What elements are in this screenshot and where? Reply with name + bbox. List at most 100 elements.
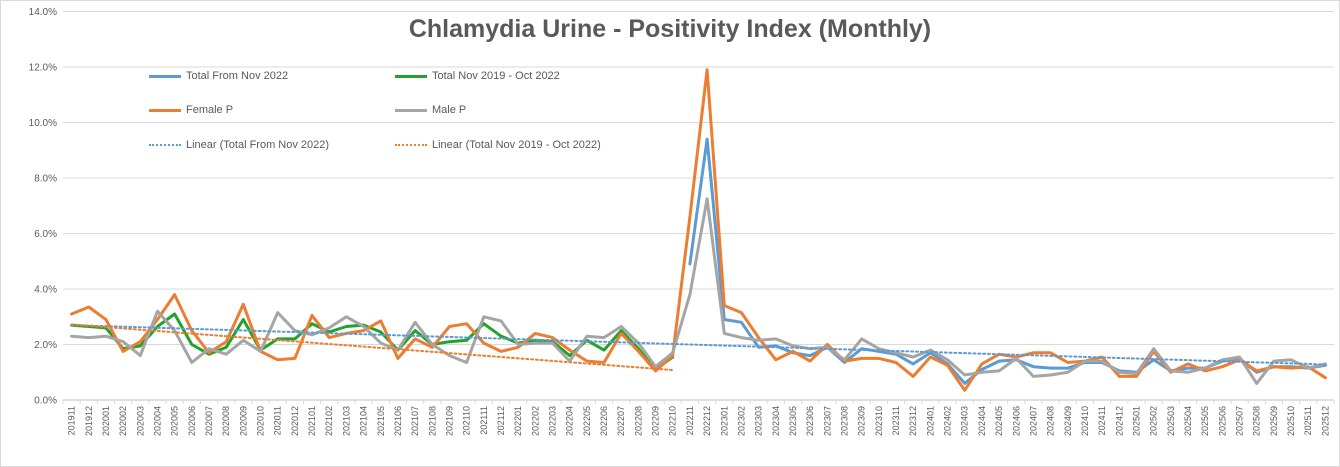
- x-axis-label: 202304: [771, 406, 781, 436]
- x-axis-label: 202506: [1217, 406, 1227, 436]
- x-axis-label: 202301: [719, 406, 729, 436]
- legend-swatch-female-p: [149, 108, 181, 112]
- x-axis-label: 202111: [479, 406, 489, 435]
- chart-title[interactable]: Chlamydia Urine - Positivity Index (Mont…: [408, 15, 932, 43]
- x-axis-label: 202302: [736, 406, 746, 436]
- x-axis-label: 202012: [290, 406, 300, 436]
- x-axis-label: 202310: [874, 406, 884, 436]
- x-axis-label: 202011: [273, 406, 283, 435]
- trendline-linear-total-from-nov-2022-: [70, 324, 1327, 366]
- x-axis-label: 202511: [1303, 406, 1313, 435]
- x-axis-label: 202402: [943, 406, 953, 436]
- x-axis-label: 202306: [805, 406, 815, 436]
- legend-swatch-linear-total-from-nov-2022: [149, 144, 181, 146]
- x-axis-label: 202408: [1046, 406, 1056, 436]
- x-axis-label: 202404: [977, 406, 987, 436]
- x-axis-label: 202403: [960, 406, 970, 436]
- x-axis-label: 202502: [1149, 406, 1159, 436]
- legend-swatch-male-p: [395, 108, 427, 112]
- x-axis-label: 202201: [513, 406, 523, 436]
- x-axis-label: 202009: [238, 406, 248, 436]
- x-axis-label: 202303: [754, 406, 764, 436]
- x-axis-label: 202501: [1131, 406, 1141, 436]
- x-axis-label: 202007: [204, 406, 214, 436]
- y-axis-label: 4.0%: [34, 285, 57, 296]
- x-axis-label: 202102: [324, 406, 334, 436]
- legend-label: Male P: [432, 104, 467, 116]
- x-axis-label: 202212: [702, 406, 712, 436]
- x-axis-label: 202109: [444, 406, 454, 436]
- legend-label: Female P: [186, 104, 234, 116]
- x-axis-label: 202507: [1235, 406, 1245, 436]
- x-axis-label: 202208: [633, 406, 643, 436]
- y-axis-label: 10.0%: [29, 118, 57, 129]
- x-axis-label: 202104: [359, 406, 369, 436]
- x-axis-label: 202409: [1063, 406, 1073, 436]
- trendline-linear-total-nov-2019-oct-2022-: [70, 323, 674, 372]
- legend-swatch-total-from-nov-2022: [149, 74, 181, 78]
- y-axis-label: 6.0%: [34, 229, 57, 240]
- legend-label: Linear (Total From Nov 2022): [186, 139, 330, 151]
- legend-swatch-linear-total-nov-2019-oct-2022: [395, 144, 427, 146]
- x-axis-label: 202407: [1028, 406, 1038, 436]
- x-axis-label: 202508: [1252, 406, 1262, 436]
- legend-swatch-total-nov-2019-oct-2022: [395, 74, 427, 78]
- x-axis-label: 201911: [67, 406, 77, 435]
- x-axis-label: 202203: [548, 406, 558, 436]
- legend-item-total-from-nov-2022[interactable]: Total From Nov 2022: [149, 69, 288, 83]
- y-axis-label: 12.0%: [29, 63, 57, 74]
- x-axis-label: 202003: [135, 406, 145, 436]
- x-axis-label: 202106: [393, 406, 403, 436]
- x-axis-label: 201912: [84, 406, 94, 436]
- x-axis-label: 202008: [221, 406, 231, 436]
- x-axis-label: 202108: [427, 406, 437, 436]
- x-axis-label: 202411: [1097, 406, 1107, 435]
- x-axis-label: 202509: [1269, 406, 1279, 436]
- x-axis-label: 202202: [530, 406, 540, 436]
- x-axis-label: 202209: [651, 406, 661, 436]
- series-line-total-from-nov-2022: [688, 137, 1327, 385]
- x-axis-label: 202412: [1114, 406, 1124, 436]
- legend-item-linear-total-nov-2019-oct-2022[interactable]: Linear (Total Nov 2019 - Oct 2022): [395, 138, 601, 152]
- x-axis-label: 202002: [118, 406, 128, 436]
- x-axis-label: 202110: [462, 406, 472, 435]
- legend-label: Linear (Total Nov 2019 - Oct 2022): [432, 139, 601, 151]
- x-axis-label: 202311: [891, 406, 901, 435]
- x-axis-label: 202401: [925, 406, 935, 436]
- x-axis-label: 202505: [1200, 406, 1210, 436]
- legend-item-female-p[interactable]: Female P: [149, 103, 233, 117]
- x-axis-label: 202305: [788, 406, 798, 436]
- x-axis-label: 202001: [101, 406, 111, 436]
- x-axis-label: 202308: [839, 406, 849, 436]
- x-axis-label: 202510: [1286, 406, 1296, 436]
- x-axis-label: 202006: [187, 406, 197, 436]
- x-axis-label: 202112: [496, 406, 506, 435]
- series-line-male-p: [70, 197, 1327, 385]
- series-line-female-p: [70, 68, 1327, 392]
- x-axis-label: 202312: [908, 406, 918, 436]
- x-axis-label: 202405: [994, 406, 1004, 436]
- x-axis-label: 202105: [376, 406, 386, 436]
- y-axis-label: 8.0%: [34, 174, 57, 185]
- x-axis-label: 202210: [668, 406, 678, 436]
- legend-item-male-p[interactable]: Male P: [395, 103, 466, 117]
- x-axis-label: 202512: [1320, 406, 1330, 436]
- x-axis-label: 202503: [1166, 406, 1176, 436]
- x-axis-label: 202410: [1080, 406, 1090, 436]
- x-axis-label: 202107: [410, 406, 420, 436]
- x-axis-label: 202010: [256, 406, 266, 436]
- x-axis-label: 202206: [599, 406, 609, 436]
- legend-item-linear-total-from-nov-2022[interactable]: Linear (Total From Nov 2022): [149, 138, 329, 152]
- y-axis-label: 2.0%: [34, 340, 57, 351]
- x-axis-label: 202307: [822, 406, 832, 436]
- x-axis-label: 202005: [170, 406, 180, 436]
- y-axis-label: 0.0%: [34, 396, 57, 407]
- legend-item-total-nov-2019-oct-2022[interactable]: Total Nov 2019 - Oct 2022: [395, 69, 560, 83]
- x-axis-label: 202504: [1183, 406, 1193, 436]
- x-axis-label: 202211: [685, 406, 695, 435]
- x-axis-label: 202406: [1011, 406, 1021, 436]
- legend-label: Total From Nov 2022: [186, 70, 289, 82]
- x-axis-label: 202309: [857, 406, 867, 436]
